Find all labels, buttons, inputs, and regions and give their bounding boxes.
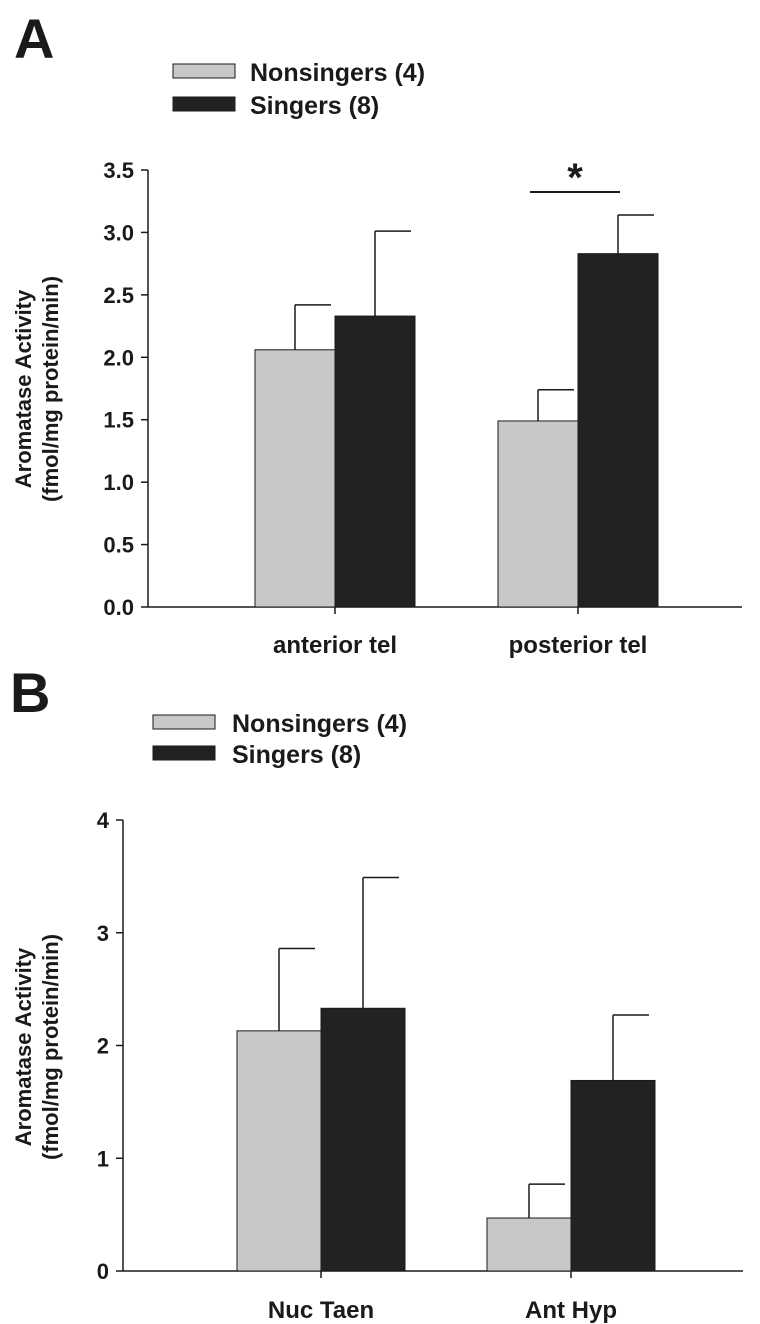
panel-b: B Nonsingers (4) Singers (8) Aromatase A…: [10, 661, 743, 1324]
y-tick-label: 1.0: [103, 470, 134, 495]
legend-label-nonsingers: Nonsingers (4): [232, 710, 407, 738]
bars: [236, 876, 656, 1272]
category-label: Nuc Taen: [268, 1297, 374, 1324]
category-label: posterior tel: [509, 632, 648, 659]
y-axis-ticks: 0 1 2 3 4: [97, 808, 123, 1284]
legend-label-singers: Singers (8): [232, 741, 361, 769]
panel-a: A Nonsingers (4) Singers (8) Aromatase A…: [11, 7, 742, 659]
category-label: Ant Hyp: [525, 1297, 617, 1324]
y-tick-label: 3.0: [103, 220, 134, 245]
bar-nonsingers: [497, 420, 579, 608]
bar-nonsingers: [254, 349, 336, 608]
legend-label-nonsingers: Nonsingers (4): [250, 59, 425, 87]
significance-marker: *: [530, 156, 620, 200]
significance-star: *: [567, 156, 583, 200]
panel-b-legend: Nonsingers (4) Singers (8): [152, 710, 407, 769]
y-tick-label: 0.5: [103, 533, 134, 558]
category-label: anterior tel: [273, 632, 397, 659]
y-axis-label-line1: Aromatase Activity: [11, 289, 36, 488]
legend-swatch-nonsingers: [172, 63, 236, 79]
y-tick-label: 3: [97, 921, 109, 946]
bars: [254, 214, 659, 608]
panel-a-legend: Nonsingers (4) Singers (8): [172, 59, 425, 120]
y-tick-label: 3.5: [103, 158, 134, 183]
legend-swatch-singers: [152, 745, 216, 761]
y-tick-label: 2.0: [103, 345, 134, 370]
bar-nonsingers: [486, 1217, 572, 1272]
bar-singers: [320, 1007, 406, 1272]
legend-swatch-singers: [172, 96, 236, 112]
y-axis-label-line2: (fmol/mg protein/min): [38, 934, 63, 1160]
bar-singers: [334, 315, 416, 608]
y-tick-label: 1.5: [103, 408, 134, 433]
category-labels: anterior tel posterior tel: [273, 607, 647, 659]
y-tick-label: 2: [97, 1034, 109, 1059]
panel-b-letter: B: [10, 661, 50, 724]
bar-singers: [570, 1079, 656, 1272]
y-tick-label: 4: [97, 808, 110, 833]
category-labels: Nuc Taen Ant Hyp: [268, 1271, 617, 1324]
y-tick-label: 2.5: [103, 283, 134, 308]
y-tick-label: 1: [97, 1146, 109, 1171]
bar-singers: [577, 253, 659, 608]
legend-swatch-nonsingers: [152, 714, 216, 730]
y-tick-label: 0: [97, 1259, 109, 1284]
bar-nonsingers: [236, 1030, 322, 1272]
y-tick-label: 0.0: [103, 595, 134, 620]
panel-a-letter: A: [14, 7, 54, 70]
y-axis-label-line2: (fmol/mg protein/min): [38, 276, 63, 502]
y-axis-label-line1: Aromatase Activity: [11, 947, 36, 1146]
legend-label-singers: Singers (8): [250, 92, 379, 120]
y-axis-ticks: 0.0 0.5 1.0 1.5 2.0 2.5 3.0 3.5: [103, 158, 148, 620]
